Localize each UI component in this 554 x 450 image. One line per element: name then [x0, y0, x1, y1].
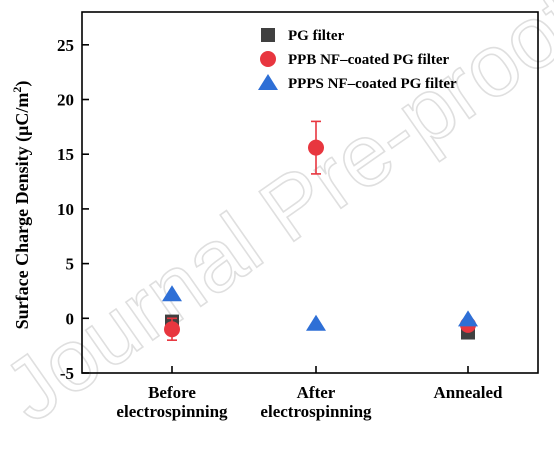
legend-entry-label: PG filter — [288, 28, 345, 44]
y-axis-label-superscript: 2 — [10, 87, 24, 93]
y-tick-label: -5 — [60, 364, 74, 383]
x-category-label: electrospinning — [116, 402, 228, 421]
y-axis-label: Surface Charge Density (μC/m2) — [10, 81, 33, 330]
plot-layer: -50510152025BeforeelectrospinningAfterel… — [57, 11, 539, 421]
y-axis-label-close: ) — [12, 81, 33, 87]
y-tick-label: 20 — [57, 91, 74, 110]
x-category-label: Annealed — [434, 383, 504, 402]
y-tick-label: 5 — [66, 255, 75, 274]
triangle-data-point — [458, 310, 478, 327]
x-category-label: After — [297, 383, 336, 402]
y-tick-label: 15 — [57, 145, 74, 164]
y-tick-label: 10 — [57, 200, 74, 219]
x-category-label: electrospinning — [260, 402, 372, 421]
y-axis-label-main: Surface Charge Density (μC/m — [12, 93, 33, 330]
x-category-label: Before — [148, 383, 196, 402]
legend-triangle-marker — [258, 74, 278, 90]
plot-frame — [81, 11, 539, 374]
legend-circle-marker — [260, 51, 276, 67]
circle-data-point — [164, 321, 180, 338]
circle-data-point — [308, 139, 324, 156]
legend-entry-label: PPPS NF–coated PG filter — [288, 76, 457, 92]
y-tick-label: 0 — [66, 309, 75, 328]
triangle-data-point — [162, 285, 182, 302]
y-tick-label: 25 — [57, 36, 74, 55]
legend-entry-label: PPB NF–coated PG filter — [288, 52, 450, 68]
legend-square-marker — [261, 28, 275, 42]
triangle-data-point — [306, 314, 326, 331]
